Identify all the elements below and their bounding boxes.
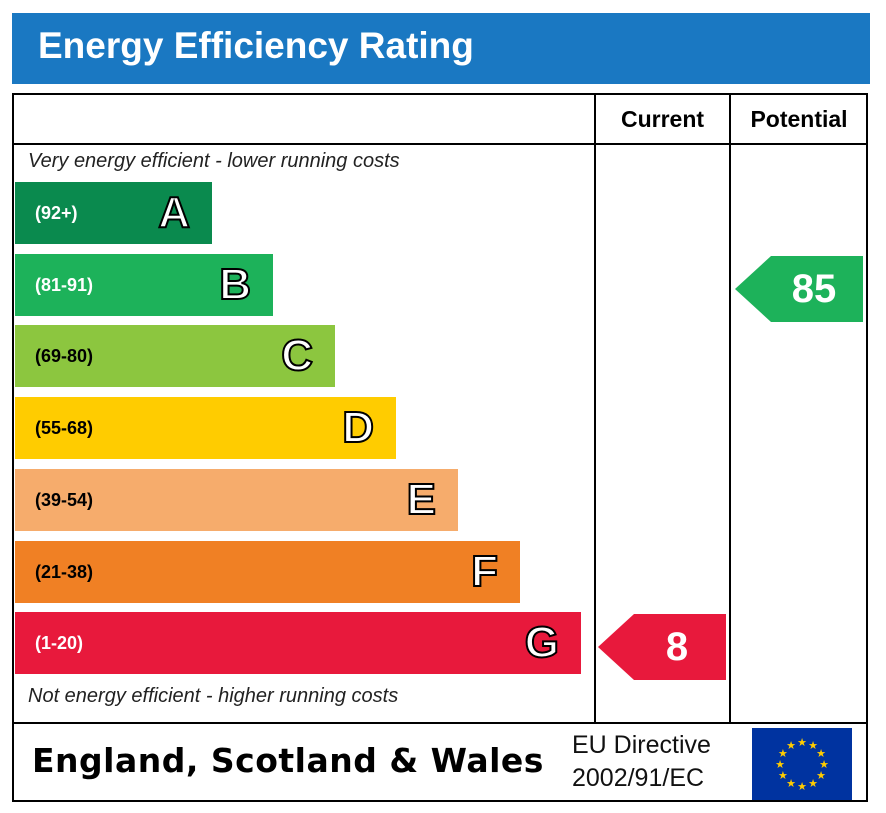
- band-range-label: (69-80): [35, 346, 94, 366]
- current-rating-arrow: 8: [598, 614, 726, 680]
- band-range-label: (1-20): [35, 633, 84, 653]
- footer-directive-line2: 2002/91/EC: [572, 764, 705, 792]
- rating-frame: [12, 93, 868, 802]
- header-divider: [12, 143, 868, 145]
- band-range-label: (21-38): [35, 562, 94, 582]
- band-g: (1-20) G: [15, 612, 581, 674]
- note-bottom: Not energy efficient - higher running co…: [28, 685, 399, 707]
- svg-text:★: ★: [797, 780, 807, 793]
- svg-text:★: ★: [778, 747, 788, 760]
- svg-text:★: ★: [797, 736, 807, 749]
- divider-current-left: [594, 93, 596, 724]
- band-range-label: (55-68): [35, 418, 94, 438]
- svg-text:★: ★: [816, 769, 826, 782]
- band-letter: E: [406, 474, 437, 525]
- footer-directive-line1: EU Directive: [572, 731, 711, 759]
- band-letter: D: [341, 402, 375, 453]
- band-range-label: (39-54): [35, 490, 94, 510]
- band-range-label: (81-91): [35, 275, 94, 295]
- band-e: (39-54) E: [15, 469, 458, 531]
- arrow-shape: [598, 614, 726, 680]
- divider-potential-left: [729, 93, 731, 724]
- svg-text:★: ★: [775, 758, 785, 771]
- band-d: (55-68) D: [15, 397, 396, 459]
- band-f: (21-38) F: [15, 541, 520, 603]
- band-range-label: (92+): [35, 203, 78, 223]
- potential-rating-arrow: 85: [735, 256, 863, 322]
- arrow-shape: [735, 256, 863, 322]
- svg-text:★: ★: [778, 769, 788, 782]
- current-rating-value: 8: [665, 625, 689, 669]
- footer-divider: [12, 722, 868, 724]
- svg-text:★: ★: [808, 739, 818, 752]
- column-header-current: Current: [620, 106, 705, 132]
- band-b: (81-91) B: [15, 254, 273, 316]
- band-letter: G: [524, 617, 560, 668]
- svg-text:★: ★: [816, 747, 826, 760]
- svg-text:★: ★: [786, 739, 796, 752]
- svg-text:★: ★: [808, 777, 818, 790]
- band-a: (92+) A: [15, 182, 212, 244]
- footer-region: England, Scotland & Wales: [32, 741, 544, 780]
- band-letter: C: [280, 330, 314, 381]
- svg-text:★: ★: [819, 758, 829, 771]
- band-letter: F: [470, 546, 499, 597]
- band-c: (69-80) C: [15, 325, 335, 387]
- note-top: Very energy efficient - lower running co…: [28, 150, 400, 172]
- eu-flag-icon: ★ ★ ★ ★ ★ ★ ★ ★ ★ ★ ★ ★: [752, 728, 852, 800]
- svg-text:★: ★: [786, 777, 796, 790]
- band-letter: B: [218, 259, 252, 310]
- column-header-potential: Potential: [750, 106, 848, 132]
- title-bar: Energy Efficiency Rating: [12, 13, 870, 84]
- chart-title: Energy Efficiency Rating: [38, 25, 474, 66]
- band-letter: A: [157, 187, 191, 238]
- potential-rating-value: 85: [791, 267, 837, 311]
